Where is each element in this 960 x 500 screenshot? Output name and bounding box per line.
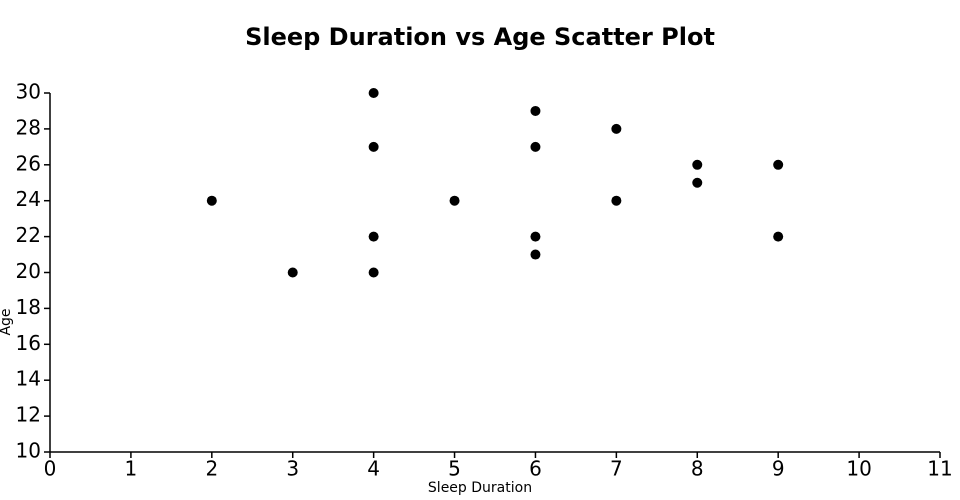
point: [530, 249, 541, 260]
point: [773, 231, 784, 242]
point: [773, 159, 784, 170]
x-tick-label: 4: [367, 457, 380, 481]
y-tick-label: 26: [16, 151, 41, 175]
point: [368, 267, 379, 278]
y-tick-label: 18: [16, 295, 41, 319]
point: [611, 195, 622, 206]
x-tick-label: 6: [529, 457, 542, 481]
point: [206, 195, 217, 206]
y-tick-label: 12: [16, 403, 41, 427]
y-tick-label: 10: [16, 439, 41, 463]
x-tick-label: 7: [610, 457, 623, 481]
point: [692, 159, 703, 170]
y-tick-label: 24: [16, 187, 41, 211]
point: [692, 177, 703, 188]
x-tick-label: 10: [846, 457, 871, 481]
point: [530, 231, 541, 242]
x-tick-label: 11: [927, 457, 952, 481]
point: [611, 123, 622, 134]
point: [368, 88, 379, 98]
x-tick-label: 5: [448, 457, 461, 481]
y-tick-label: 16: [16, 331, 41, 355]
chart-title: Sleep Duration vs Age Scatter Plot: [245, 23, 715, 51]
x-tick-label: 2: [205, 457, 218, 481]
point: [530, 141, 541, 152]
x-tick-label: 1: [125, 457, 138, 481]
point: [368, 141, 379, 152]
x-axis-label: Sleep Duration: [428, 480, 532, 496]
x-tick-label: 3: [286, 457, 299, 481]
y-tick-label: 28: [16, 115, 41, 139]
point: [368, 231, 379, 242]
point: [287, 267, 298, 278]
y-tick-label: 30: [16, 80, 41, 104]
point: [530, 105, 541, 116]
y-tick-label: 14: [16, 367, 41, 391]
x-tick-label: 0: [44, 457, 57, 481]
x-tick-label: 9: [772, 457, 785, 481]
point: [449, 195, 460, 206]
y-tick-label: 22: [16, 223, 41, 247]
y-axis-label: Age: [0, 308, 14, 335]
y-tick-label: 20: [16, 259, 41, 283]
x-tick-label: 8: [691, 457, 704, 481]
